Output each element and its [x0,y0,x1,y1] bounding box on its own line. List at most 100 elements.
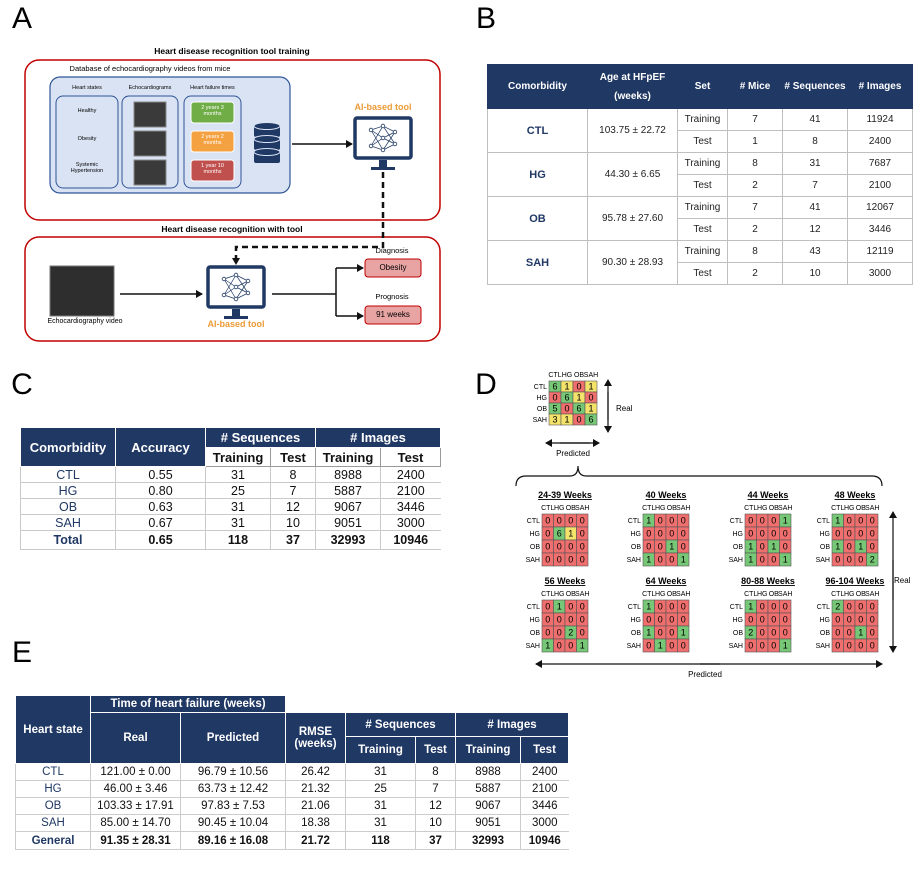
matrix-value: 1 [557,602,562,612]
network-node [221,292,227,298]
table-cell: 8 [270,466,316,483]
matrix-value: 1 [771,542,776,552]
network-node [380,147,386,153]
matrix-value: 0 [681,615,686,625]
matrix-title: 96-104 Weeks [826,576,885,586]
matrix-value: 0 [835,641,840,651]
matrix-value: 0 [870,602,875,612]
matrix-row-label: HG [631,531,642,538]
matrix-value: 0 [847,542,852,552]
matrix-col-label: SAH [778,591,792,598]
matrix-value: 0 [870,628,875,638]
table-cell: 121.00 ± 0.00 [90,763,181,781]
matrix-value: 0 [580,529,585,539]
network-link [370,129,384,151]
echocardiogram [133,159,167,186]
matrix-title: 48 Weeks [835,490,876,500]
matrix-col-label: SAH [575,505,589,512]
header-cell: # Sequences [345,712,456,737]
table-row: Heart state Time of heart failure (weeks) [15,695,569,764]
matrix-value: 6 [576,404,581,414]
table-cell: 8988 [455,763,521,781]
table-row: Training Test Training Test [21,447,441,467]
matrix-cell [866,638,879,653]
matrix-value: 0 [771,615,776,625]
matrix-value: 0 [669,602,674,612]
matrix-value: 1 [748,542,753,552]
matrix-row-label: OB [530,544,540,551]
matrix-value: 0 [858,529,863,539]
table-row: CTL 0.55 31 8 8988 2400 [20,466,441,483]
matrix-value: 6 [564,393,569,403]
table-cell: 85.00 ± 14.70 [90,814,181,832]
matrix-value: 6 [557,529,562,539]
matrix-row-label: SAH [533,417,547,424]
matrix-col-label: CTL [541,505,554,512]
matrix-value: 0 [588,393,593,403]
branch [272,268,337,316]
matrix-value: 0 [580,615,585,625]
table-cell: CTL [487,108,588,153]
header-cell: # Sequences [782,64,848,109]
header-cell: Training [315,447,381,467]
matrix-row-label: SAH [729,643,743,650]
matrix-row-label: HG [733,531,744,538]
matrix-row-label: OB [733,630,743,637]
matrix-value: 1 [835,542,840,552]
matrix-row-label: CTL [817,518,830,525]
table-cell: 25 [205,482,271,499]
matrix-row-label: SAH [526,557,540,564]
table-cell: 31 [205,514,271,531]
network-node [368,143,374,149]
table-cell: 31 [345,763,416,781]
table-cell: 2400 [380,466,441,483]
matrix-row-label: SAH [526,643,540,650]
diagnosis-label: Diagnosis [375,246,409,255]
matrix-value: 0 [870,529,875,539]
header-cell: # Images [454,712,570,737]
matrix-col-label: CTL [548,372,561,379]
matrix-col-label: SAH [778,505,792,512]
matrix-value: 1 [748,602,753,612]
heart-state: Obesity [77,136,97,142]
network-link [223,274,237,296]
matrix-value: 0 [760,602,765,612]
table-row: Training Test Training Test [16,736,570,764]
database-icon [253,122,281,130]
matrix-value: 0 [568,615,573,625]
table-cell: 95.78 ± 27.60 [587,196,678,241]
header-cell: Set [677,64,728,109]
table-cell: 3000 [847,262,913,285]
table-body: Comorbidity Accuracy # Sequences # Images Tr… [20,427,441,550]
table-cell: 0.80 [115,482,206,499]
column-header: Echocardiograms [128,85,172,91]
matrix-value: 0 [669,516,674,526]
matrix-value: 0 [545,542,550,552]
table-cell: OB [15,797,91,815]
prognosis-label: Prognosis [375,292,409,301]
table-cell: 41 [782,108,848,131]
table-cell [286,696,569,713]
matrix-row-label: CTL [628,604,641,611]
matrix-col-label: CTL [831,505,844,512]
prognosis: 91 weeks [376,310,410,319]
matrix-col-label: HG [562,372,573,379]
table-cell: 10 [415,814,456,832]
matrix-row-label: HG [530,531,541,538]
matrix-value: 0 [669,529,674,539]
matrix-col-label: OB [566,591,576,598]
failure-time: 2 years 2 months [201,134,224,147]
matrix-value: 0 [870,641,875,651]
matrix-value: 0 [646,529,651,539]
matrix-value: 0 [760,555,765,565]
matrix-value: 0 [760,542,765,552]
panel-label: E [11,636,32,669]
matrix-row-label: HG [631,617,642,624]
table-cell: 2100 [847,174,913,197]
matrix-col-label: HG [844,505,855,512]
table-row: Real Predicted RMSE (weeks) # Sequences # Im… [16,712,570,764]
heart-state: Healthy [77,108,97,114]
table-cell: 43 [782,240,848,263]
matrix-col-label: SAH [676,505,690,512]
